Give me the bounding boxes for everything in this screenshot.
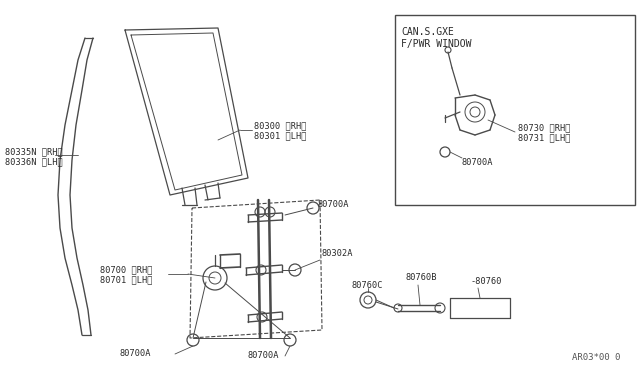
- Text: 80700A: 80700A: [318, 199, 349, 208]
- Text: 80731 〈LH〉: 80731 〈LH〉: [518, 134, 570, 142]
- Text: 80760C: 80760C: [352, 282, 383, 291]
- Text: 80700A: 80700A: [248, 352, 280, 360]
- Text: 80730 〈RH〉: 80730 〈RH〉: [518, 124, 570, 132]
- Text: 80336N 〈LH〉: 80336N 〈LH〉: [5, 157, 63, 167]
- Text: F/PWR WINDOW: F/PWR WINDOW: [401, 39, 472, 49]
- Bar: [395, 15, 635, 205]
- Text: CAN.S.GXE: CAN.S.GXE: [401, 27, 454, 37]
- Text: 80700 〈RH〉: 80700 〈RH〉: [100, 266, 152, 275]
- Text: 80302A: 80302A: [322, 250, 353, 259]
- Text: 80700A: 80700A: [120, 350, 152, 359]
- Text: 80700A: 80700A: [462, 157, 493, 167]
- Text: 80300 〈RH〉: 80300 〈RH〉: [254, 122, 307, 131]
- Text: 80701 〈LH〉: 80701 〈LH〉: [100, 276, 152, 285]
- Text: AR03*00 0: AR03*00 0: [572, 353, 620, 362]
- Text: 80301 〈LH〉: 80301 〈LH〉: [254, 131, 307, 141]
- Text: 80760B: 80760B: [405, 273, 436, 282]
- Text: 80335N 〈RH〉: 80335N 〈RH〉: [5, 148, 63, 157]
- Text: -80760: -80760: [470, 278, 502, 286]
